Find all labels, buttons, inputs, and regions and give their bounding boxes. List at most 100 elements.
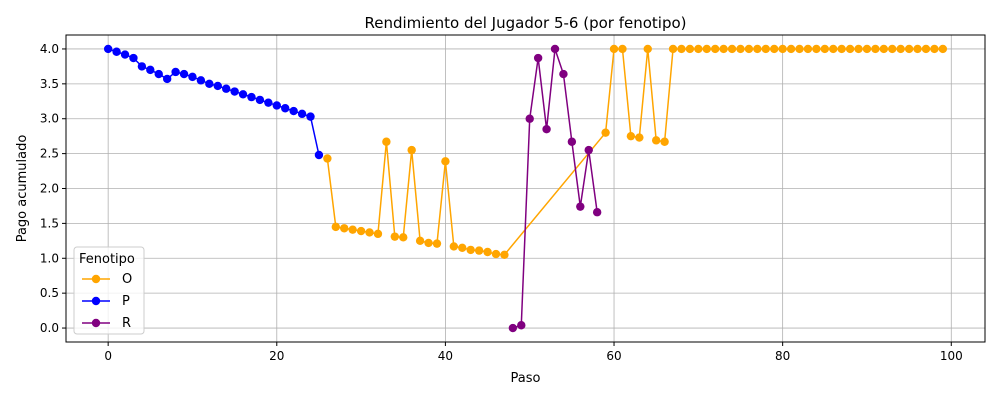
data-point bbox=[525, 114, 534, 123]
data-point bbox=[812, 44, 821, 54]
data-point bbox=[576, 202, 585, 211]
legend-label: P bbox=[122, 294, 130, 309]
data-point bbox=[829, 44, 838, 54]
data-point bbox=[407, 145, 416, 155]
data-point bbox=[474, 246, 484, 255]
legend-items: OPR bbox=[82, 272, 132, 331]
data-point bbox=[356, 226, 366, 236]
data-point bbox=[592, 208, 602, 217]
data-point bbox=[550, 44, 560, 54]
x-axis-label: Paso bbox=[511, 371, 541, 386]
data-point bbox=[668, 44, 678, 54]
data-point bbox=[365, 228, 374, 237]
data-point bbox=[120, 50, 130, 59]
data-point bbox=[533, 53, 543, 63]
data-point bbox=[837, 44, 846, 54]
data-point bbox=[491, 249, 501, 259]
data-point bbox=[711, 44, 720, 54]
y-tick-label: 0.0 bbox=[40, 321, 59, 335]
data-point bbox=[635, 133, 644, 142]
data-point bbox=[862, 44, 872, 54]
data-point bbox=[171, 67, 180, 77]
data-point bbox=[618, 44, 627, 54]
data-point bbox=[390, 232, 400, 241]
data-point bbox=[744, 44, 754, 54]
data-point bbox=[103, 44, 113, 54]
data-point bbox=[424, 238, 433, 248]
data-point bbox=[213, 81, 222, 91]
data-point bbox=[449, 242, 459, 251]
data-point bbox=[112, 47, 121, 56]
chart-title: Rendimiento del Jugador 5-6 (por fenotip… bbox=[364, 14, 686, 32]
data-point bbox=[188, 72, 197, 82]
legend-label: R bbox=[122, 316, 131, 331]
data-point bbox=[761, 44, 770, 54]
y-tick-label: 3.5 bbox=[40, 77, 59, 91]
data-point bbox=[888, 44, 897, 54]
data-point bbox=[340, 224, 349, 233]
y-tick-label: 0.5 bbox=[40, 286, 59, 300]
data-point bbox=[702, 44, 711, 54]
data-point bbox=[154, 69, 163, 79]
y-tick-label: 4.0 bbox=[40, 42, 59, 56]
x-tick-label: 20 bbox=[269, 349, 284, 363]
series-layer bbox=[103, 44, 948, 333]
legend-item-R: R bbox=[82, 316, 131, 331]
data-point bbox=[677, 44, 686, 54]
data-point bbox=[517, 321, 526, 330]
data-point bbox=[609, 44, 619, 54]
data-point bbox=[196, 76, 206, 85]
data-point bbox=[719, 44, 728, 54]
data-point bbox=[441, 157, 450, 166]
data-point bbox=[129, 53, 138, 63]
legend-item-O: O bbox=[82, 272, 132, 287]
x-tick-label: 40 bbox=[438, 349, 453, 363]
data-point bbox=[415, 236, 425, 246]
data-point bbox=[786, 44, 796, 54]
axis-ticks: 0 20 40 60 80 100 0.0 0.5 1.0 1.5 2.0 2.5 3.0 3.5 4.0 bbox=[40, 42, 963, 363]
data-point bbox=[314, 150, 324, 160]
y-tick-label: 3.0 bbox=[40, 112, 59, 126]
data-point bbox=[854, 44, 863, 54]
data-point bbox=[694, 44, 703, 54]
data-point bbox=[137, 62, 147, 71]
legend-box bbox=[73, 246, 145, 335]
data-point bbox=[297, 109, 307, 119]
x-tick-label: 0 bbox=[104, 349, 112, 363]
y-tick-label: 1.5 bbox=[40, 216, 59, 230]
data-point bbox=[306, 112, 315, 121]
data-point bbox=[567, 137, 577, 146]
data-point bbox=[896, 44, 905, 54]
x-tick-label: 80 bbox=[775, 349, 790, 363]
legend-item-P: P bbox=[82, 294, 130, 309]
data-point bbox=[601, 128, 610, 137]
series-P bbox=[103, 44, 324, 160]
data-point bbox=[845, 44, 855, 54]
legend-label: O bbox=[122, 272, 132, 287]
data-point bbox=[871, 44, 880, 54]
data-point bbox=[162, 74, 172, 84]
data-point bbox=[179, 69, 189, 79]
data-point bbox=[584, 145, 593, 155]
data-point bbox=[736, 44, 745, 54]
data-point bbox=[795, 44, 804, 54]
y-tick-label: 2.5 bbox=[40, 147, 59, 161]
data-point bbox=[230, 87, 239, 96]
data-point bbox=[542, 124, 551, 134]
data-point bbox=[432, 239, 442, 248]
data-point bbox=[238, 90, 248, 99]
series-R bbox=[508, 44, 602, 333]
series-line-O bbox=[326, 48, 943, 256]
data-point bbox=[348, 225, 357, 234]
data-point bbox=[205, 79, 214, 89]
data-point bbox=[921, 44, 931, 54]
y-tick-label: 1.0 bbox=[40, 251, 59, 265]
data-point bbox=[399, 233, 408, 242]
data-point bbox=[643, 44, 652, 54]
data-point bbox=[281, 104, 290, 113]
series-O bbox=[323, 44, 948, 259]
data-point bbox=[373, 229, 383, 239]
y-tick-label: 2.0 bbox=[40, 182, 59, 196]
data-point bbox=[272, 101, 281, 110]
